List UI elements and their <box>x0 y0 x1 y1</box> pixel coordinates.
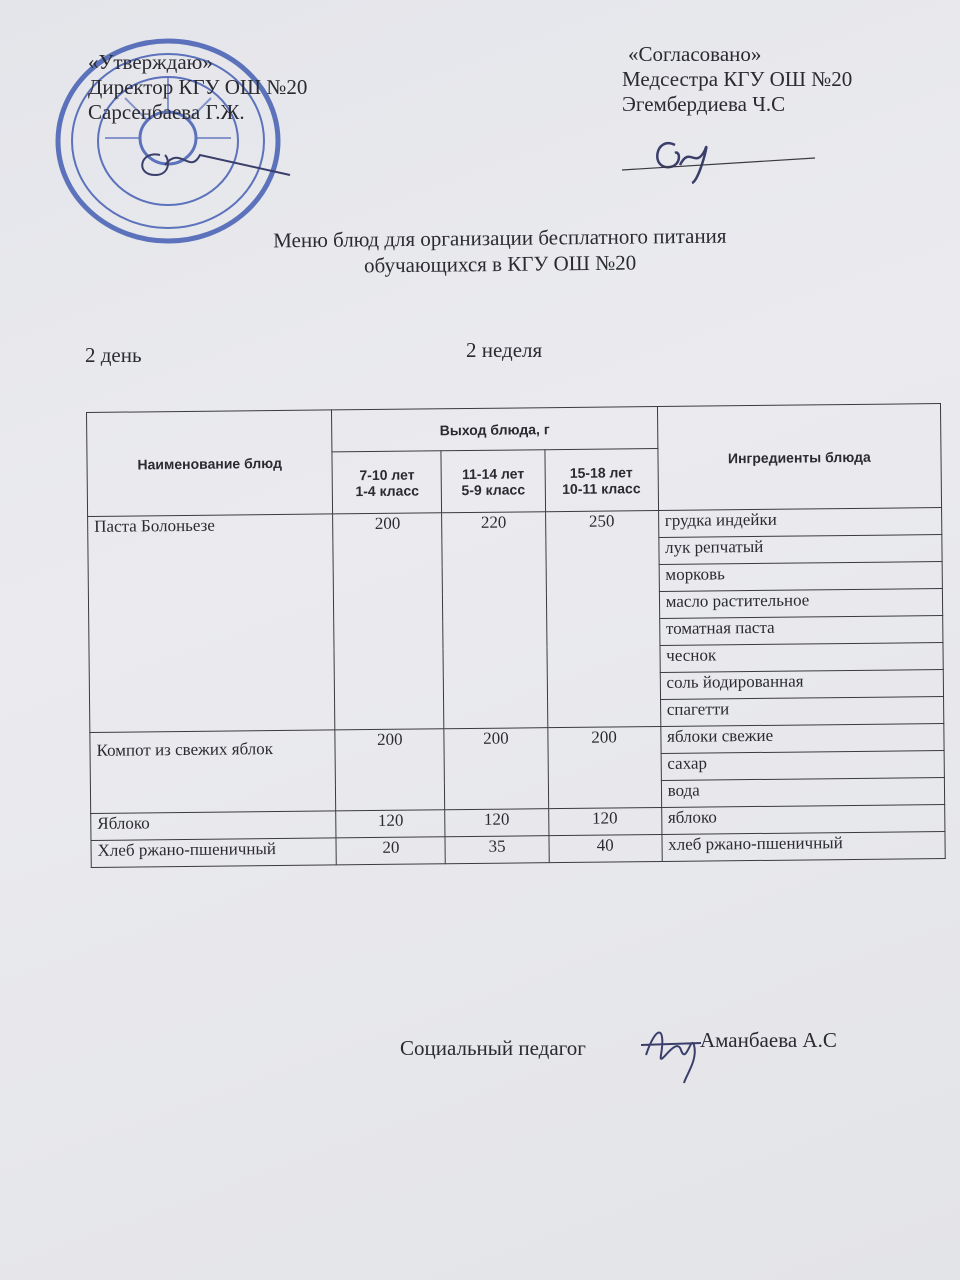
dish-yield: 200 <box>335 728 446 811</box>
ingredient: масло растительное <box>659 588 943 619</box>
ingredient: грудка индейки <box>658 507 942 538</box>
dish-name: Компот из свежих яблок <box>89 729 336 814</box>
social-pedagogue-signature <box>640 1031 702 1084</box>
header-ingredients: Ингредиенты блюда <box>657 403 942 511</box>
approval-name: Сарсенбаева Г.Ж. <box>88 100 245 124</box>
dish-yield: 120 <box>335 809 446 838</box>
header-yield: Выход блюда, г <box>331 406 658 452</box>
dish-yield: 220 <box>441 511 548 729</box>
ingredient: сахар <box>660 750 945 781</box>
director-signature <box>141 153 291 177</box>
header-dish-name: Наименование блюд <box>86 409 333 517</box>
menu-table: Наименование блюд Выход блюда, г Ингреди… <box>86 403 946 868</box>
header-age-group: 15-18 лет 10-11 класс <box>544 448 659 512</box>
agreement-block: «Согласовано» Медсестра КГУ ОШ №20 Эгемб… <box>622 42 852 117</box>
approval-position: Директор КГУ ОШ №20 <box>88 75 308 99</box>
agreement-name: Эгембердиева Ч.С <box>622 92 786 116</box>
approval-block: «Утверждаю» Директор КГУ ОШ №20 Сарсенба… <box>88 50 307 125</box>
ingredient: яблоко <box>661 804 945 835</box>
dish-name: Паста Болоньезе <box>87 513 336 733</box>
ingredient: томатная паста <box>659 615 943 646</box>
ingredient: чеснок <box>659 642 944 673</box>
header-age-group: 11-14 лет 5-9 класс <box>441 449 546 513</box>
approval-quote: «Утверждаю» <box>88 50 213 74</box>
ingredient: яблоки свежие <box>660 723 945 754</box>
week-label: 2 неделя <box>466 338 543 362</box>
dish-name: Хлеб ржано-пшеничный <box>90 837 337 868</box>
dish-yield: 35 <box>445 835 549 864</box>
dish-yield: 250 <box>545 510 661 728</box>
dish-name: Яблоко <box>90 810 337 841</box>
agreement-position: Медсестра КГУ ОШ №20 <box>622 67 853 91</box>
dish-yield: 200 <box>332 512 445 730</box>
ingredient: хлеб ржано-пшеничный <box>661 831 946 862</box>
ingredient: спагетти <box>660 696 944 727</box>
agreement-quote: «Согласовано» <box>628 42 762 66</box>
ingredient: соль йодированная <box>659 669 944 700</box>
footer-position: Социальный педагог <box>400 1036 586 1060</box>
ingredient: вода <box>661 777 945 808</box>
header-age-group: 7-10 лет 1-4 класс <box>332 450 442 514</box>
dish-yield: 20 <box>336 836 446 865</box>
dish-yield: 40 <box>548 834 662 863</box>
dish-yield: 200 <box>444 727 549 810</box>
day-label: 2 день <box>85 343 142 367</box>
dish-yield: 120 <box>445 808 549 837</box>
ingredient: лук репчатый <box>658 534 943 565</box>
nurse-signature <box>621 141 816 185</box>
dish-yield: 120 <box>548 807 662 836</box>
dish-yield: 200 <box>547 726 662 809</box>
footer-name: Аманбаева А.С <box>700 1028 837 1052</box>
ingredient: морковь <box>658 561 943 592</box>
document-title: Меню блюд для организации бесплатного пи… <box>200 222 801 280</box>
